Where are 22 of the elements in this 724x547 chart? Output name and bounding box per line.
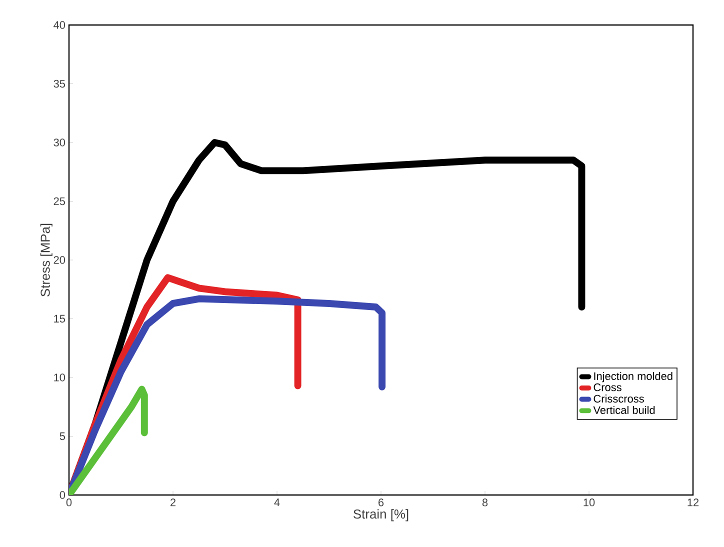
y-tick-label: 25: [54, 197, 66, 206]
y-tick-label: 15: [54, 314, 66, 323]
x-tick-label: 0: [66, 498, 72, 506]
y-tick-label: 20: [54, 256, 66, 264]
x-tick-label: 2: [170, 498, 176, 506]
y-axis-title: Stress [MPa]: [40, 224, 52, 296]
legend-label: Vertical build: [593, 406, 655, 414]
legend-label: Injection molded: [594, 372, 672, 382]
y-tick-label: 10: [54, 374, 66, 382]
y-tick-label: 5: [60, 432, 66, 440]
y-tick-label: 0: [60, 491, 66, 499]
legend-label: Crisscross: [594, 394, 644, 403]
legend-label: Cross: [594, 383, 622, 392]
y-tick-label: 40: [54, 21, 66, 29]
x-tick-label: 8: [482, 498, 488, 506]
y-tick-label: 35: [54, 80, 66, 88]
x-tick-label: 6: [378, 498, 384, 506]
x-tick-label: 4: [274, 498, 280, 506]
x-axis-title: Strain [%]: [354, 509, 408, 522]
y-tick-label: 30: [54, 138, 66, 146]
x-tick-label: 10: [584, 498, 595, 506]
x-tick-label: 12: [688, 498, 699, 506]
